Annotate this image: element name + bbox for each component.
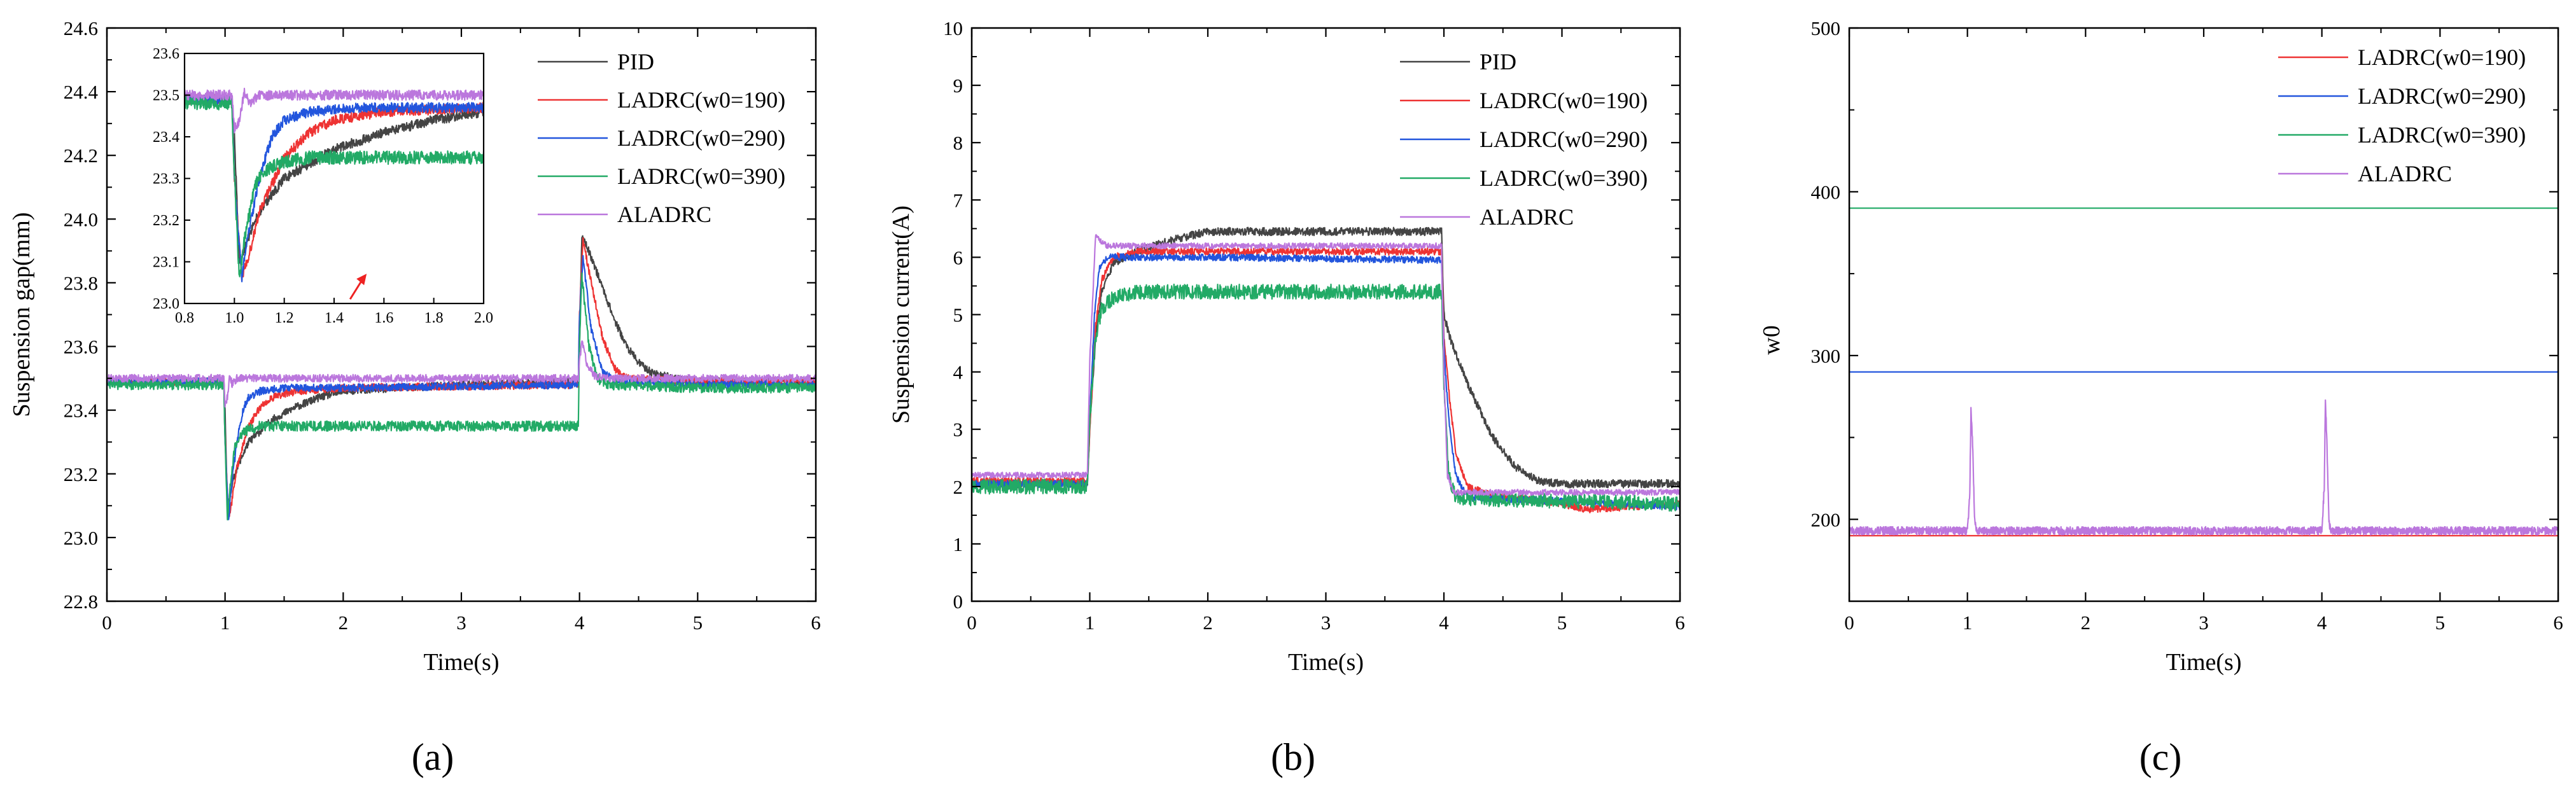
series-line-ladrc390: [185, 96, 484, 277]
x-axis-label: Time(s): [2166, 649, 2242, 676]
inset-x-tick-label: 1.6: [374, 310, 393, 326]
y-tick-label: 3: [953, 419, 963, 441]
x-tick-label: 2: [339, 611, 349, 634]
y-tick-label: 24.0: [64, 208, 98, 230]
inset-arrow-head: [356, 274, 367, 286]
inset-chart: 0.8 1.0 1.2 1.4 1.6 1.8 2.0 23.0 23.1 23.2 23.3 23.…: [153, 46, 493, 326]
inset-y-tick-label: 23.5: [153, 88, 179, 104]
y-tick-label: 9: [953, 74, 963, 97]
x-tick-label: 2: [2081, 611, 2091, 634]
panel-caption: (b): [1271, 736, 1315, 778]
panel-c-chart: 0 1 2 3 4 5 6 200 300 400 500 Time(s) w0 LADRC(w0=190…: [1758, 17, 2563, 778]
y-tick-label: 1: [953, 533, 963, 555]
panel-a-chart: 0 1 2 3 4 5 6 22.8 23.0 23.2 23.4 23.6 23.8 24.0 24.2 2…: [8, 17, 821, 778]
legend-label: ALADRC: [617, 202, 711, 227]
legend-label: LADRC(w0=390): [2358, 122, 2526, 148]
panel-caption: (c): [2139, 736, 2182, 778]
x-tick-label: 0: [102, 611, 112, 634]
inset-y-tick-label: 23.3: [153, 171, 179, 188]
y-tick-label: 10: [943, 17, 963, 39]
series-line-aladrc: [1849, 399, 2558, 536]
inset-y-tick-label: 23.6: [153, 46, 179, 62]
y-tick-label: 23.8: [64, 272, 98, 294]
x-tick-label: 0: [967, 611, 977, 634]
legend-label: LADRC(w0=190): [617, 87, 785, 113]
series-line-aladrc: [107, 340, 816, 408]
x-tick-label: 4: [575, 611, 585, 634]
inset-x-tick-label: 1.0: [225, 310, 244, 326]
y-tick-label: 400: [1811, 181, 1841, 203]
y-tick-label: 24.4: [64, 81, 99, 103]
y-tick-label: 23.0: [64, 527, 98, 549]
x-tick-label: 3: [2199, 611, 2209, 634]
x-tick-label: 1: [1963, 611, 1973, 634]
x-tick-label: 3: [1321, 611, 1331, 634]
y-axis-label: Suspension gap(mm): [8, 212, 35, 417]
y-tick-label: 8: [953, 132, 963, 154]
legend-label: LADRC(w0=290): [1480, 127, 1648, 152]
x-tick-label: 2: [1203, 611, 1213, 634]
x-tick-label: 1: [1085, 611, 1095, 634]
inset-x-tick-label: 1.4: [325, 310, 344, 326]
inset-y-tick-label: 23.4: [153, 129, 179, 146]
x-tick-label: 6: [811, 611, 821, 634]
y-tick-label: 24.6: [64, 17, 98, 39]
legend-label: LADRC(w0=290): [2358, 83, 2526, 109]
y-tick-label: 300: [1811, 345, 1841, 367]
inset-x-tick-label: 1.8: [424, 310, 444, 326]
y-tick-label: 6: [953, 246, 963, 268]
series-line-aladrc: [972, 233, 1680, 496]
legend-label: PID: [1480, 49, 1516, 74]
inset-x-tick-label: 2.0: [474, 310, 493, 326]
legend-label: PID: [617, 49, 654, 74]
inset-y-tick-label: 23.2: [153, 212, 179, 229]
y-tick-label: 23.4: [64, 400, 99, 422]
y-tick-label: 22.8: [64, 590, 98, 613]
y-tick-label: 7: [953, 189, 963, 211]
x-tick-label: 3: [456, 611, 466, 634]
y-tick-label: 0: [953, 590, 963, 613]
plot-frame: [1848, 27, 2559, 602]
inset-x-tick-label: 0.8: [175, 310, 194, 326]
inset-y-tick-label: 23.1: [153, 254, 179, 271]
y-tick-label: 200: [1811, 508, 1841, 531]
legend-label: LADRC(w0=190): [1480, 88, 1648, 113]
x-tick-label: 6: [2553, 611, 2563, 634]
legend-label: LADRC(w0=390): [617, 164, 785, 189]
y-tick-label: 4: [953, 361, 963, 384]
x-tick-label: 6: [1675, 611, 1685, 634]
y-tick-label: 500: [1811, 17, 1841, 39]
legend-label: LADRC(w0=390): [1480, 165, 1648, 191]
x-tick-label: 4: [1439, 611, 1449, 634]
x-axis-label: Time(s): [424, 649, 500, 676]
y-axis-label: Suspension current(A): [888, 205, 914, 424]
series-line-aladrc: [185, 87, 484, 134]
inset-y-tick-label: 23.0: [153, 296, 179, 312]
legend-label: LADRC(w0=290): [617, 125, 785, 151]
y-tick-label: 5: [953, 304, 963, 326]
series-line-pid: [972, 226, 1680, 489]
x-tick-label: 5: [693, 611, 703, 634]
panel-caption: (a): [412, 736, 454, 778]
y-axis-label: w0: [1758, 325, 1785, 354]
legend-label: ALADRC: [2358, 161, 2452, 186]
series-line-ladrc390: [972, 283, 1680, 512]
x-axis-label: Time(s): [1288, 649, 1364, 676]
x-tick-label: 1: [220, 611, 230, 634]
y-tick-label: 24.2: [64, 144, 98, 167]
inset-x-tick-label: 1.2: [275, 310, 294, 326]
x-tick-label: 4: [2317, 611, 2327, 634]
x-tick-label: 0: [1844, 611, 1854, 634]
series-line-ladrc390: [107, 272, 816, 521]
legend-label: ALADRC: [1480, 204, 1574, 230]
panel-b-chart: 0 1 2 3 4 5 6 0 1 2 3 4 5 6 7 8 9 10 Time(s) Suspension cur…: [888, 17, 1685, 778]
x-tick-label: 5: [1557, 611, 1567, 634]
x-tick-label: 5: [2435, 611, 2446, 634]
y-tick-label: 23.2: [64, 463, 98, 485]
y-tick-label: 23.6: [64, 336, 98, 358]
legend-label: LADRC(w0=190): [2358, 45, 2526, 70]
y-tick-label: 2: [953, 476, 963, 498]
plot-frame: [970, 27, 1681, 602]
